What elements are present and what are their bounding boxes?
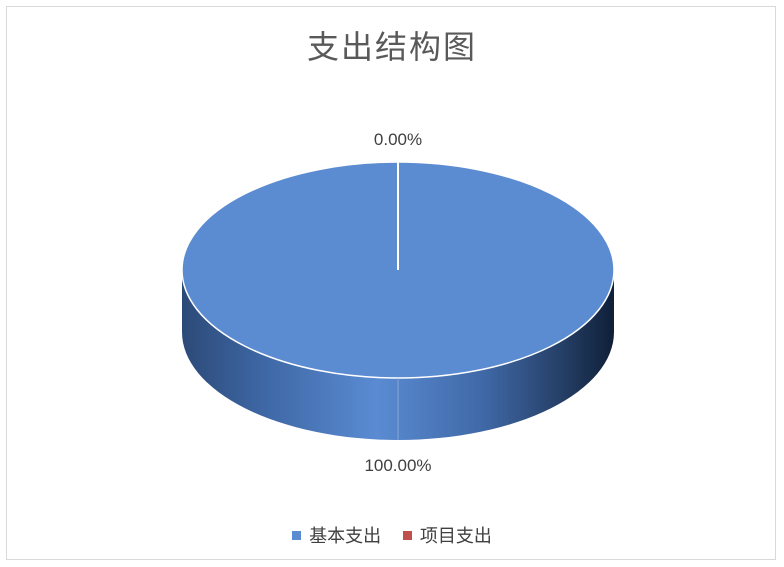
data-label-basic: 100.00% [364,456,431,475]
chart-title: 支出结构图 [306,28,477,66]
data-label-project: 0.00% [374,130,422,149]
legend-swatch [402,530,412,540]
legend-swatch [292,530,302,540]
legend-item-project: 项目支出 [402,522,492,548]
pie-side-wall [182,270,614,440]
legend-label: 基本支出 [309,526,382,547]
legend: 基本支出 项目支出 [0,522,784,548]
legend-label: 项目支出 [419,526,492,547]
legend-item-basic: 基本支出 [292,522,381,548]
